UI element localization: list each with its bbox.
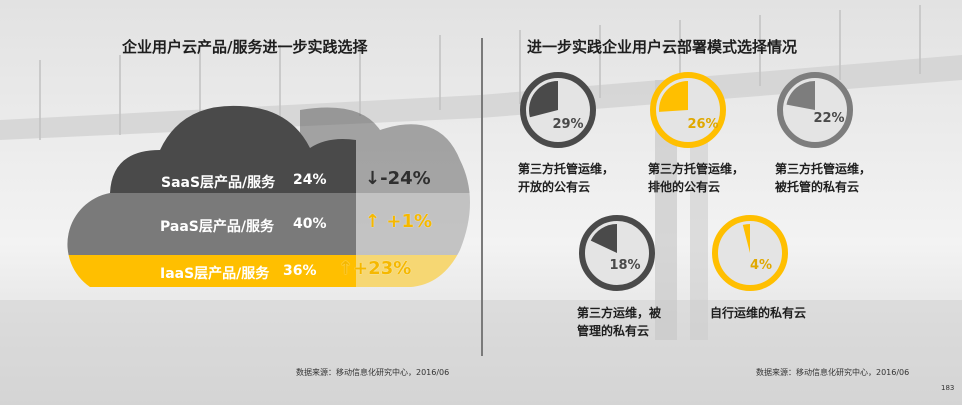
paas-value: 40% [293, 216, 327, 232]
up-arrow-icon: ↑ [338, 258, 354, 279]
pie-category-line: 排他的公有云 [648, 180, 721, 194]
saas-label: SaaS层产品/服务 [161, 175, 276, 191]
pie-value-label-4: 18% [609, 258, 641, 273]
pie-category-label-3: 第三方托管运维， 被托管的私有云 [775, 160, 871, 196]
iaas-label: IaaS层产品/服务 [160, 266, 270, 282]
pie-chart-4 [579, 215, 655, 291]
pie-category-label-4: 第三方运维，被 管理的私有云 [577, 304, 661, 340]
pie-slice-5 [742, 224, 750, 253]
left-source-note: 数据来源：移动信息化研究中心，2016/06 [296, 368, 450, 377]
pie-category-line: 第三方托管运维， [648, 162, 745, 176]
pie-slice-1 [529, 81, 558, 118]
pie-category-label-5: 自行运维的私有云 [710, 304, 806, 322]
band-iaas [67, 255, 356, 287]
pie-slice-2 [659, 81, 688, 112]
paas-label: PaaS层产品/服务 [160, 219, 274, 235]
pie-chart-3 [777, 72, 853, 148]
panel-divider [481, 38, 483, 356]
iaas-value: 36% [283, 263, 317, 279]
paas-change: ↑ +1% [365, 211, 432, 232]
paas-change-value: +1% [386, 211, 433, 232]
pie-category-line: 开放的公有云 [518, 180, 591, 194]
pie-category-line: 第三方托管运维， [518, 162, 615, 176]
up-arrow-icon: ↑ [365, 211, 381, 232]
pie-category-line: 第三方托管运维， [775, 162, 872, 176]
pie-category-line: 自行运维的私有云 [710, 306, 807, 320]
pie-slice-4 [590, 224, 617, 253]
saas-change: ↓-24% [365, 168, 431, 189]
pie-category-label-2: 第三方托管运维， 排他的公有云 [648, 160, 744, 196]
saas-value: 24% [293, 172, 327, 188]
iaas-change: ↑+23% [338, 258, 411, 279]
pie-category-line: 管理的私有云 [577, 324, 650, 338]
pie-value-label-3: 22% [813, 111, 845, 126]
saas-change-value: -24% [380, 168, 431, 189]
page-number: 183 [941, 384, 955, 392]
pie-value-label-5: 4% [749, 258, 773, 273]
pie-category-label-1: 第三方托管运维， 开放的公有云 [518, 160, 614, 196]
right-source-note: 数据来源：移动信息化研究中心，2016/06 [756, 368, 910, 377]
pie-chart-1 [520, 72, 596, 148]
pie-slice-3 [786, 81, 815, 110]
down-arrow-icon: ↓ [365, 168, 381, 189]
right-chart-title: 进一步实践企业用户云部署模式选择情况 [527, 38, 798, 56]
pie-value-label-2: 26% [687, 117, 719, 132]
pie-category-line: 第三方运维，被 [577, 306, 662, 320]
pie-value-label-1: 29% [552, 117, 584, 132]
band-paas [67, 193, 356, 255]
cloud-chart [67, 105, 470, 287]
pie-chart-2 [650, 72, 726, 148]
left-chart-title: 企业用户云产品/服务进一步实践选择 [122, 38, 368, 56]
pie-category-line: 被托管的私有云 [775, 180, 860, 194]
pie-chart-5 [712, 215, 788, 291]
iaas-change-value: +23% [353, 258, 412, 279]
